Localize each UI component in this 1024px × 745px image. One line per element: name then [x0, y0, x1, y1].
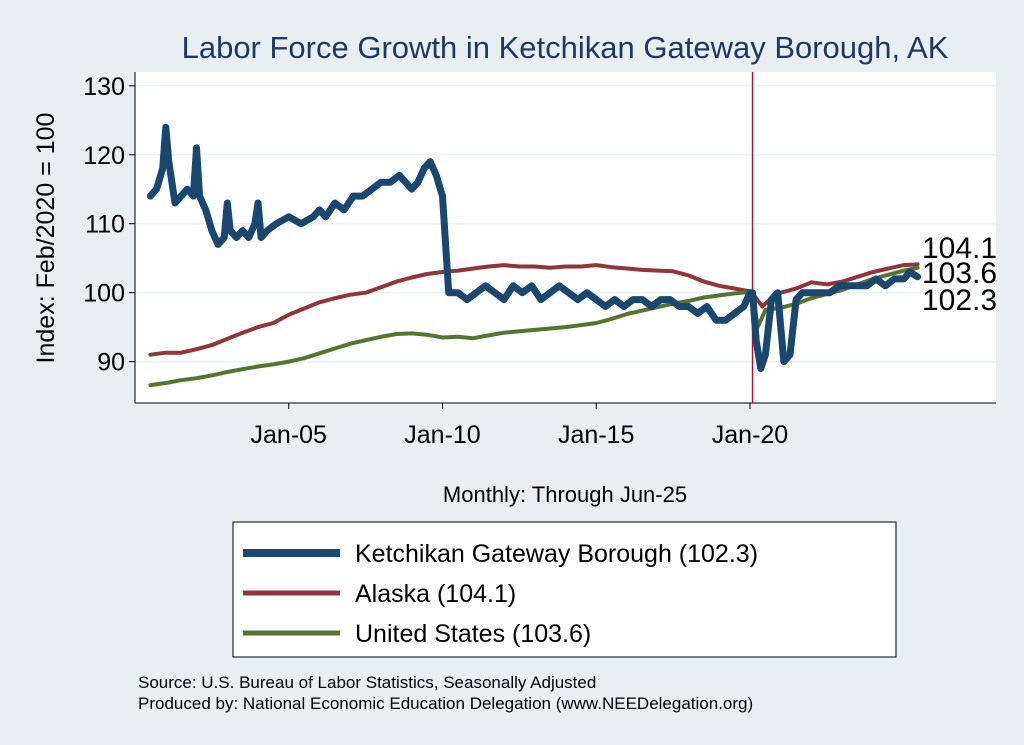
produced-note: Produced by: National Economic Education…	[138, 694, 753, 713]
tick-labels: 90 100 110 120 130 Jan-05 Jan-10 Jan-15 Jan-20	[83, 73, 788, 449]
end-label-us: 103.6	[922, 257, 997, 290]
legend-label-alaska: Alaska (104.1)	[355, 580, 516, 608]
chart-title: Labor Force Growth in Ketchikan Gateway …	[182, 30, 949, 65]
y-axis-label: Index: Feb/2020 = 100	[32, 113, 60, 364]
end-label-alaska: 104.1	[922, 232, 997, 265]
series-lines	[146, 123, 922, 388]
y-tick-label: 130	[83, 73, 125, 101]
x-tick-label: Jan-20	[712, 421, 788, 449]
series-line-united-states	[148, 265, 920, 388]
y-tick-label: 100	[83, 280, 125, 308]
legend: Ketchikan Gateway Borough (102.3) Alaska…	[232, 521, 897, 658]
series-line-ketchikan	[146, 123, 922, 372]
y-tick-label: 90	[97, 349, 125, 377]
legend-label-us: United States (103.6)	[355, 620, 591, 648]
source-note: Source: U.S. Bureau of Labor Statistics,…	[138, 673, 596, 692]
x-axis-label: Monthly: Through Jun-25	[443, 482, 687, 507]
end-label-ketchikan: 102.3	[922, 284, 997, 317]
x-tick-label: Jan-05	[251, 421, 327, 449]
x-tick-label: Jan-10	[404, 421, 480, 449]
legend-box	[232, 521, 897, 658]
legend-label-ketchikan: Ketchikan Gateway Borough (102.3)	[355, 540, 758, 568]
plot-area	[135, 72, 996, 403]
series-line-alaska	[148, 262, 920, 357]
y-tick-label: 110	[85, 211, 125, 239]
x-tick-label: Jan-15	[558, 421, 634, 449]
y-tick-label: 120	[83, 142, 125, 170]
axes	[129, 72, 996, 409]
